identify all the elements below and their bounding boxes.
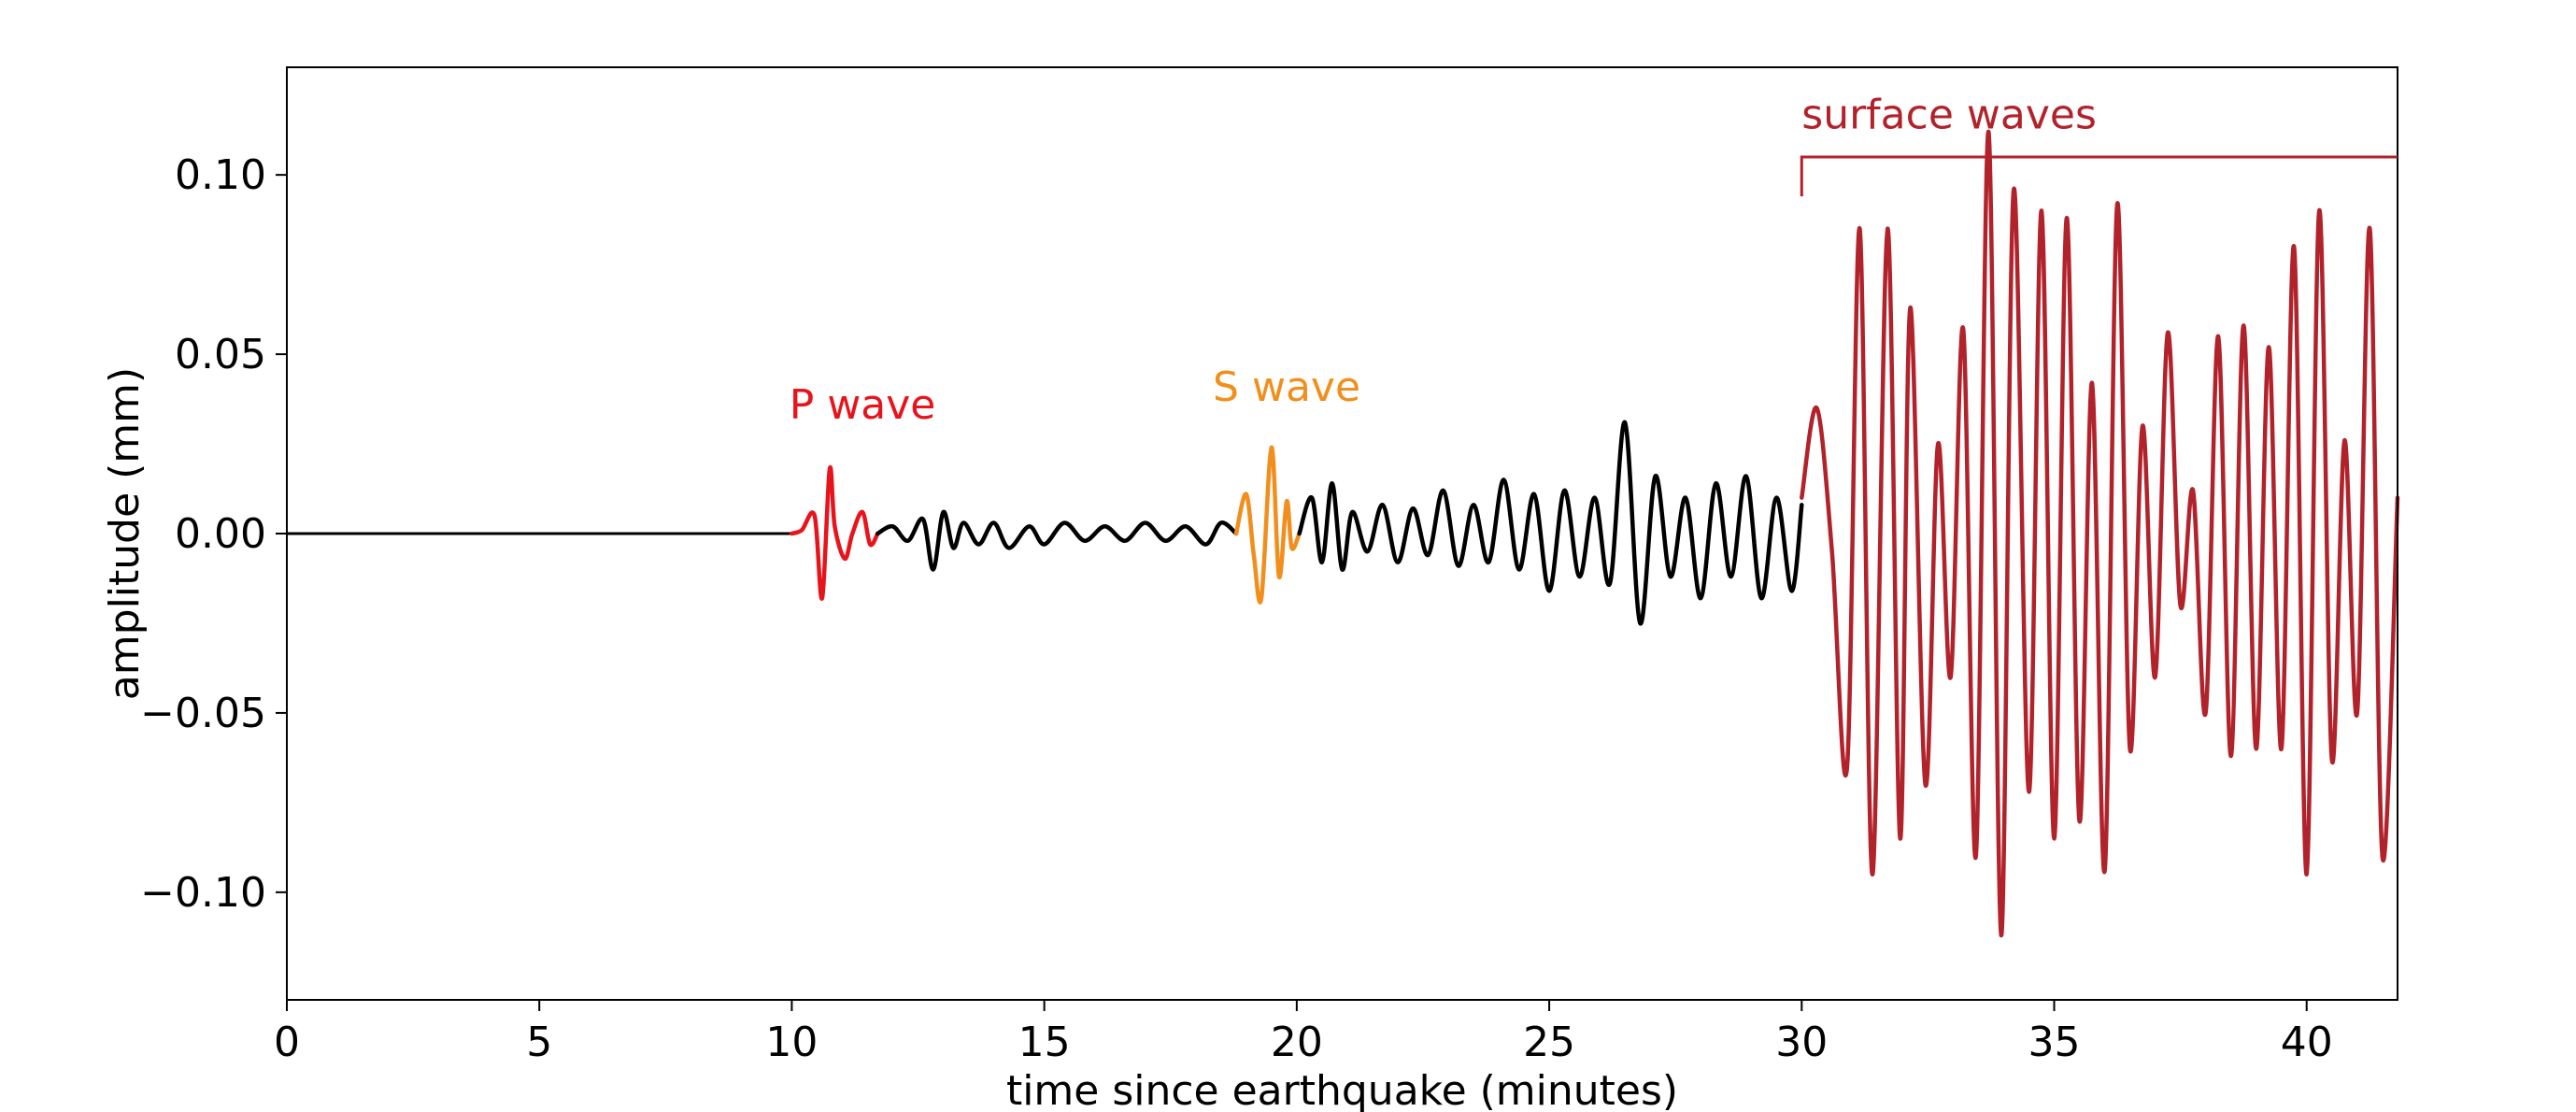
x-tick-label: 35 (2028, 1019, 2081, 1066)
y-tick-label: −0.05 (140, 690, 266, 737)
x-tick-label: 0 (274, 1019, 300, 1066)
annotation-s-label: S wave (1213, 364, 1360, 411)
series-line-surface-waves (1800, 129, 2400, 938)
x-axis-label: time since earthquake (minutes) (1006, 1067, 1678, 1112)
x-tick-label: 40 (2281, 1019, 2333, 1066)
y-axis: 0.10 0.05 0.00 −0.05 −0.10 (140, 151, 287, 917)
y-axis-label: amplitude (mm) (101, 367, 149, 700)
y-tick-label: 0.10 (175, 151, 266, 199)
x-tick-label: 30 (1775, 1019, 1828, 1066)
x-tick-label: 25 (1523, 1019, 1575, 1066)
annotations: P wave S wave surface waves (790, 91, 2398, 429)
y-tick-label: 0.00 (175, 510, 266, 558)
y-tick-label: −0.10 (140, 869, 266, 917)
annotation-surface-label: surface waves (1801, 91, 2097, 138)
series-line-p-wave (790, 464, 880, 601)
x-tick-label: 10 (765, 1019, 818, 1066)
x-tick-label: 20 (1271, 1019, 1323, 1066)
annotation-p-label: P wave (790, 381, 936, 429)
x-tick-label: 15 (1018, 1019, 1071, 1066)
y-tick-label: 0.05 (175, 331, 266, 378)
surface-waves-bracket (1800, 155, 2398, 197)
series-line-coda-2 (1297, 420, 1804, 626)
x-axis: 0 5 10 15 20 25 30 35 40 (274, 1000, 2333, 1066)
x-tick-label: 5 (526, 1019, 552, 1066)
series-line-s-wave (1233, 445, 1302, 605)
plot-lines (285, 129, 2400, 938)
series-line-coda-1 (875, 509, 1239, 572)
